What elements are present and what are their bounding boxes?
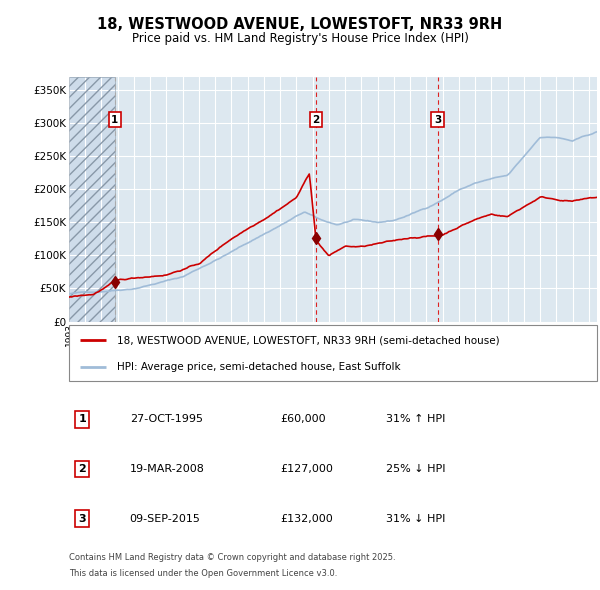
Text: Contains HM Land Registry data © Crown copyright and database right 2025.: Contains HM Land Registry data © Crown c… — [69, 553, 395, 562]
Text: This data is licensed under the Open Government Licence v3.0.: This data is licensed under the Open Gov… — [69, 569, 337, 579]
Text: 09-SEP-2015: 09-SEP-2015 — [130, 514, 200, 524]
Bar — [69, 77, 115, 322]
Text: 19-MAR-2008: 19-MAR-2008 — [130, 464, 205, 474]
Text: 25% ↓ HPI: 25% ↓ HPI — [386, 464, 445, 474]
Text: 3: 3 — [79, 514, 86, 524]
Text: 1: 1 — [111, 114, 118, 124]
Text: 27-OCT-1995: 27-OCT-1995 — [130, 415, 203, 424]
Bar — [69, 77, 115, 322]
Text: £60,000: £60,000 — [280, 415, 326, 424]
Text: 18, WESTWOOD AVENUE, LOWESTOFT, NR33 9RH (semi-detached house): 18, WESTWOOD AVENUE, LOWESTOFT, NR33 9RH… — [116, 335, 499, 345]
Text: 2: 2 — [79, 464, 86, 474]
Text: HPI: Average price, semi-detached house, East Suffolk: HPI: Average price, semi-detached house,… — [116, 362, 400, 372]
Text: £127,000: £127,000 — [280, 464, 333, 474]
Text: 2: 2 — [313, 114, 320, 124]
FancyBboxPatch shape — [69, 324, 597, 381]
Text: 3: 3 — [434, 114, 441, 124]
Text: 31% ↑ HPI: 31% ↑ HPI — [386, 415, 445, 424]
Text: £132,000: £132,000 — [280, 514, 333, 524]
Text: 31% ↓ HPI: 31% ↓ HPI — [386, 514, 445, 524]
Text: 18, WESTWOOD AVENUE, LOWESTOFT, NR33 9RH: 18, WESTWOOD AVENUE, LOWESTOFT, NR33 9RH — [97, 17, 503, 31]
Text: Price paid vs. HM Land Registry's House Price Index (HPI): Price paid vs. HM Land Registry's House … — [131, 32, 469, 45]
Text: 1: 1 — [79, 415, 86, 424]
